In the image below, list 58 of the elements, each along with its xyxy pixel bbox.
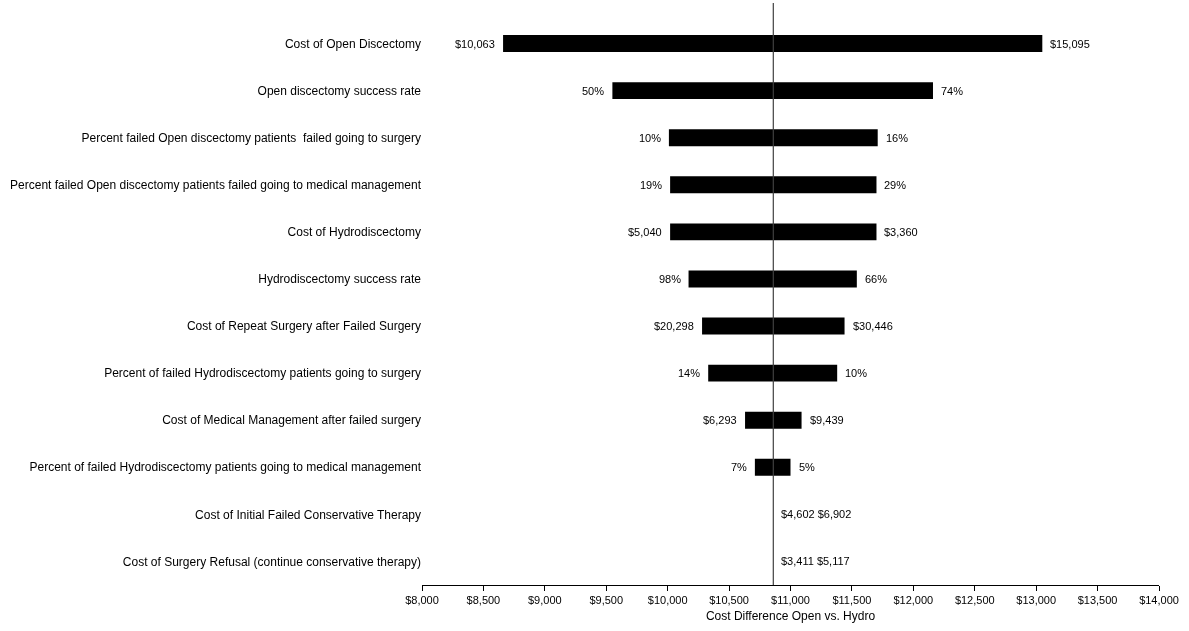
y-tick-label: Hydrodiscectomy success rate (258, 272, 422, 287)
x-tick-label: $11,000 (771, 594, 810, 607)
annotation: $20,298 (654, 320, 694, 332)
x-tick-label: $8,000 (405, 594, 439, 607)
annotation: $4,602 $6,902 (781, 508, 852, 520)
y-tick-label: Percent of failed Hydrodiscectomy patients going to medical management (29, 460, 422, 475)
x-tick-label: $10,500 (709, 594, 749, 607)
bar (670, 223, 877, 241)
x-tick-label: $8,500 (466, 594, 501, 607)
y-tick-label: Cost of Surgery Refusal (continue conservative therapy) (122, 554, 421, 569)
annotation: $5,040 (628, 226, 662, 238)
bar (754, 458, 791, 476)
annotation: 98% (659, 273, 682, 285)
annotation: 29% (884, 179, 907, 191)
annotation: 16% (886, 132, 909, 144)
x-axis-title: Cost Difference Open vs. Hydro (705, 609, 876, 624)
bar (503, 35, 1043, 53)
y-tick-label: Percent of failed Hydrodiscectomy patients going to surgery (104, 366, 421, 381)
annotation: $15,095 (1050, 38, 1090, 50)
x-tick-label: $13,500 (1077, 594, 1118, 607)
bar (702, 317, 845, 335)
x-tick-label: $10,000 (647, 594, 688, 607)
x-tick-label: $9,000 (528, 594, 562, 607)
bar (612, 82, 933, 100)
y-tick-label: Percent failed Open discectomy patients failed going to medical management (10, 177, 422, 192)
x-tick-label: $13,000 (1016, 594, 1057, 607)
y-tick-label: Cost of Repeat Surgery after Failed Surgery (186, 319, 421, 334)
y-tick-label: Percent failed Open discectomy patients failed going to surgery (81, 130, 421, 145)
annotation: 10% (639, 132, 662, 144)
bar (688, 270, 857, 288)
annotation: 5% (799, 461, 816, 473)
annotation: 50% (582, 85, 605, 97)
annotation: 10% (845, 367, 868, 379)
y-tick-label: Cost of Initial Failed Conservative Therapy (195, 507, 421, 522)
y-tick-label: Cost of Medical Management after failed surgery (162, 413, 421, 428)
annotation: $3,360 (884, 226, 918, 238)
bar (708, 364, 838, 382)
annotation: $10,063 (455, 38, 495, 50)
bar (668, 129, 878, 147)
x-tick-label: $9,500 (589, 594, 624, 607)
y-tick-label: Cost of Open Discectomy (284, 36, 421, 51)
bar (670, 176, 877, 194)
x-tick-label: $11,500 (832, 594, 872, 607)
annotation: 74% (941, 85, 964, 97)
bar (745, 411, 802, 429)
x-tick-label: $12,500 (954, 594, 995, 607)
annotation: 7% (731, 461, 748, 473)
annotation: 19% (640, 179, 663, 191)
annotation: $3,411 $5,117 (781, 555, 850, 567)
annotation: $30,446 (853, 320, 893, 332)
annotation: 14% (678, 367, 701, 379)
annotation: $9,439 (810, 414, 844, 426)
y-tick-label: Open discectomy success rate (257, 83, 422, 98)
x-tick-label: $14,000 (1139, 594, 1179, 607)
annotation: 66% (865, 273, 888, 285)
annotation: $6,293 (703, 414, 737, 426)
y-tick-label: Cost of Hydrodiscectomy (287, 225, 421, 240)
x-tick-label: $12,000 (893, 594, 934, 607)
